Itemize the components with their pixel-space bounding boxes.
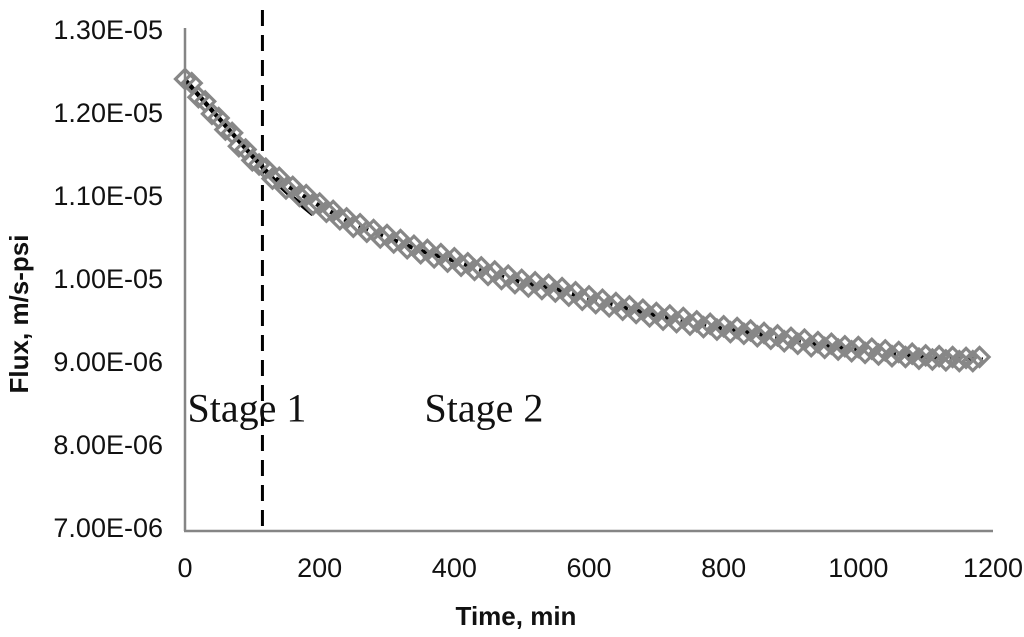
diamond-marker — [637, 304, 662, 329]
diamond-marker — [732, 322, 756, 346]
diamond-marker — [799, 334, 823, 358]
y-tick-label: 9.00E-06 — [53, 347, 163, 377]
diamond-marker — [503, 271, 527, 295]
diamond-marker — [314, 200, 339, 224]
diamond-marker — [772, 329, 797, 354]
stage2-fit-line — [261, 167, 983, 362]
diamond-marker — [866, 342, 891, 367]
diamond-marker — [280, 175, 305, 199]
diamond-marker — [691, 315, 716, 339]
diamond-marker — [489, 267, 514, 291]
y-axis-tick-labels: 1.30E-05 1.20E-05 1.10E-05 1.00E-05 9.00E-06… — [53, 15, 163, 543]
stage2-fit — [261, 167, 983, 362]
diamond-marker — [610, 297, 635, 322]
y-tick-label: 1.30E-05 — [53, 15, 163, 45]
diamond-marker — [624, 301, 648, 325]
diamond-marker — [227, 134, 251, 158]
diamond-marker — [476, 263, 500, 287]
x-tick-label: 1000 — [828, 553, 888, 583]
diamond-marker — [893, 345, 918, 369]
y-tick-label: 1.20E-05 — [53, 98, 163, 128]
diamond-marker — [570, 287, 595, 312]
diamond-marker — [853, 341, 877, 365]
y-tick-label: 8.00E-06 — [53, 430, 163, 460]
diamond-marker — [287, 184, 312, 208]
diamond-marker — [462, 258, 487, 282]
stage-annotations: Stage 1 Stage 2 — [188, 386, 544, 431]
diamond-marker — [785, 331, 810, 356]
diamond-marker — [530, 277, 554, 301]
x-tick-label: 200 — [297, 553, 342, 583]
diamond-marker — [328, 207, 352, 232]
x-tick-label: 800 — [701, 553, 746, 583]
diamond-marker — [651, 307, 675, 332]
x-tick-label: 400 — [432, 553, 477, 583]
diamond-marker — [826, 337, 850, 362]
x-axis-title: Time, min — [456, 601, 577, 631]
diamond-marker — [294, 183, 318, 207]
diamond-marker — [967, 345, 992, 369]
diamond-marker — [213, 117, 238, 142]
y-tick-label: 1.00E-05 — [53, 264, 163, 294]
diamond-marker — [355, 219, 379, 244]
diamond-marker — [812, 336, 837, 360]
diamond-marker — [301, 192, 325, 217]
diamond-marker — [745, 324, 770, 349]
diamond-marker — [718, 320, 743, 344]
diamond-marker — [557, 283, 581, 308]
y-tick-label: 1.10E-05 — [53, 181, 163, 211]
diamond-marker — [395, 236, 419, 261]
y-tick-label: 7.00E-06 — [53, 513, 163, 543]
axes — [183, 28, 993, 533]
diamond-marker — [260, 166, 285, 191]
x-tick-label: 600 — [566, 553, 611, 583]
diamond-marker — [759, 326, 783, 351]
diamond-marker — [583, 291, 608, 315]
diamond-marker — [597, 294, 621, 319]
x-tick-label: 0 — [177, 553, 192, 583]
x-tick-label: 1200 — [963, 553, 1023, 583]
diamond-marker — [516, 274, 541, 299]
diamond-marker — [664, 310, 689, 334]
diamond-marker — [368, 225, 393, 250]
diamond-marker — [435, 249, 460, 274]
diamond-marker — [254, 156, 278, 181]
y-axis-title: Flux, m/s-psi — [4, 235, 34, 394]
diamond-marker — [381, 230, 406, 255]
diamond-marker — [543, 279, 568, 304]
stage-label: Stage 1 — [188, 386, 307, 431]
diamond-marker — [341, 214, 366, 239]
stage-label: Stage 2 — [425, 386, 544, 431]
diamond-marker — [422, 245, 446, 270]
diamond-marker — [408, 241, 433, 266]
diamond-marker — [839, 339, 864, 363]
diamond-marker — [961, 349, 985, 373]
data-point-markers — [173, 67, 992, 373]
diamond-marker — [705, 317, 729, 342]
diamond-marker — [678, 312, 702, 337]
diamond-marker — [449, 253, 473, 278]
diamond-marker — [274, 176, 298, 201]
x-axis-tick-labels: 0 200 400 600 800 1000 1200 — [177, 553, 1023, 583]
